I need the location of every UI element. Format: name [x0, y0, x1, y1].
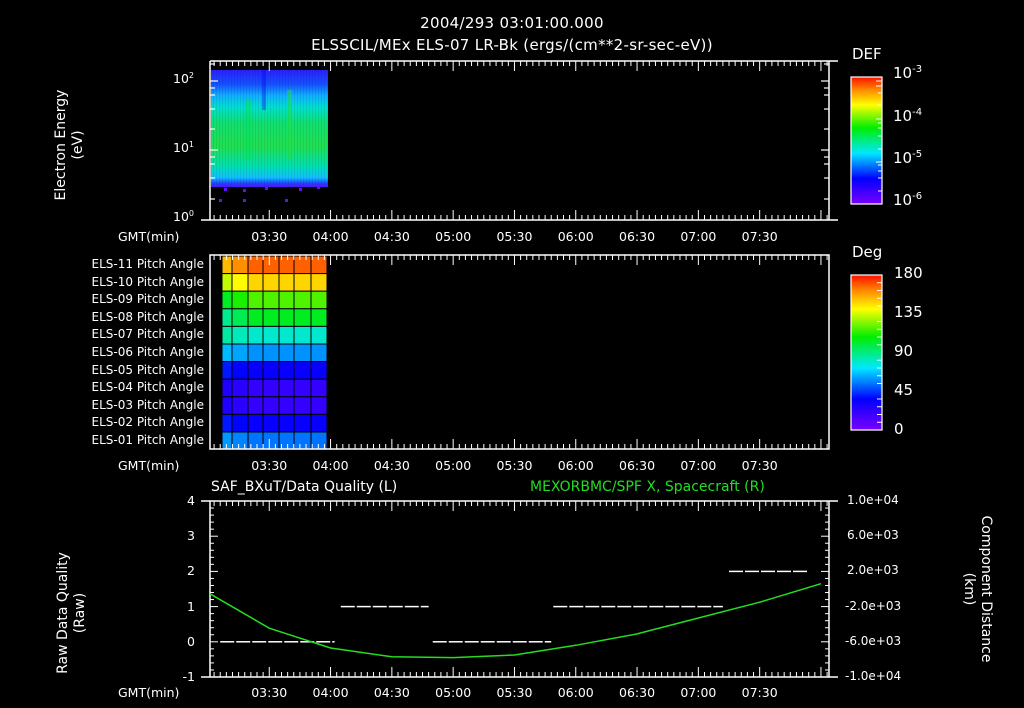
- time-tick-label: 03:30: [251, 229, 288, 244]
- pitch-angle-row-label: ELS-11 Pitch Angle: [91, 257, 204, 271]
- pitch-angle-row-label: ELS-01 Pitch Angle: [91, 433, 204, 447]
- panel1-spectrogram: [211, 70, 328, 202]
- quality-ytick-label: 4: [187, 493, 195, 508]
- time-tick-label: 04:00: [312, 685, 349, 700]
- quality-ytick-label: 2: [187, 563, 195, 579]
- distance-ytick-label: -1.0e+04: [845, 669, 902, 683]
- time-tick-label: 04:00: [312, 229, 349, 244]
- quality-ytick-label: 3: [187, 528, 195, 544]
- def-colorbar: [850, 76, 883, 205]
- time-tick-label: 04:00: [312, 458, 349, 473]
- deg-colorbar-title: Deg: [852, 243, 883, 261]
- time-tick-label: 05:30: [496, 229, 533, 244]
- instrument-title: ELSSCIL/MEx ELS-07 LR-Bk (ergs/(cm**2-sr…: [311, 36, 713, 54]
- time-tick-label: 07:30: [741, 685, 778, 700]
- deg-label-90: 90: [894, 342, 914, 360]
- panel2-xticks: [213, 255, 828, 449]
- pitch-angle-row-label: ELS-09 Pitch Angle: [91, 292, 204, 307]
- gmt-axis-label: GMT(min): [118, 685, 180, 700]
- def-label-1e-3: 10-3: [893, 64, 923, 82]
- time-tick-label: 05:00: [435, 458, 472, 473]
- time-tick-label: 06:30: [619, 229, 656, 244]
- deg-label-135: 135: [894, 303, 923, 321]
- time-tick-label: 07:00: [680, 458, 717, 473]
- pitch-angle-row-label: ELS-06 Pitch Angle: [91, 345, 204, 359]
- time-tick-label: 03:30: [251, 458, 288, 473]
- time-tick-label: 06:00: [557, 685, 594, 700]
- pitch-angle-row-label: ELS-07 Pitch Angle: [91, 327, 204, 342]
- time-tick-label: 05:30: [496, 685, 533, 700]
- spf-x-series: [209, 582, 822, 659]
- panel3-frame: [201, 500, 838, 678]
- def-label-1e-4: 10-4: [893, 107, 923, 125]
- deg-label-0: 0: [894, 420, 904, 438]
- quality-ytick-label: -1: [182, 669, 195, 684]
- gmt-axis-label: GMT(min): [118, 229, 180, 244]
- time-tick-label: 04:30: [373, 229, 410, 244]
- distance-ytick-label: 1.0e+04: [847, 493, 899, 507]
- def-label-1e-5: 10-5: [893, 149, 923, 167]
- time-tick-label: 06:30: [619, 685, 656, 700]
- datetime-title: 2004/293 03:01:00.000: [420, 14, 604, 32]
- time-tick-label: 07:00: [680, 685, 717, 700]
- quality-ytick-label: 1: [187, 598, 195, 614]
- time-tick-label: 07:30: [741, 458, 778, 473]
- pitch-angle-row-label: ELS-04 Pitch Angle: [91, 380, 204, 395]
- panel1-xticks: [213, 61, 828, 220]
- time-tick-label: 06:00: [557, 229, 594, 244]
- pitch-angle-row-label: ELS-10 Pitch Angle: [91, 274, 204, 289]
- time-tick-label: 05:00: [435, 685, 472, 700]
- time-tick-label: 04:30: [373, 458, 410, 473]
- time-tick-label: 06:00: [557, 458, 594, 473]
- gmt-axis-label: GMT(min): [118, 458, 180, 473]
- panel3-xticks: [213, 501, 828, 677]
- time-tick-label: 03:30: [251, 685, 288, 700]
- distance-ytick-label: -2.0e+03: [845, 598, 902, 613]
- pitch-angle-row-label: ELS-02 Pitch Angle: [91, 415, 204, 430]
- panel1-ytick-1: 100: [173, 209, 194, 225]
- deg-colorbar: [850, 274, 883, 431]
- pitch-angle-row-label: ELS-05 Pitch Angle: [91, 362, 204, 377]
- distance-ytick-label: 6.0e+03: [847, 528, 899, 543]
- data-quality-series: [220, 570, 808, 643]
- panel1-yticks: [210, 63, 829, 200]
- time-tick-label: 07:30: [741, 229, 778, 244]
- pitch-angle-row-label: ELS-03 Pitch Angle: [91, 397, 204, 412]
- pitch-angle-heatmap: [221, 255, 328, 451]
- def-label-1e-6: 10-6: [893, 191, 923, 209]
- distance-ytick-label: 2.0e+03: [847, 563, 899, 578]
- def-colorbar-title: DEF: [852, 45, 882, 63]
- time-tick-label: 04:30: [373, 685, 410, 700]
- time-tick-label: 05:30: [496, 458, 533, 473]
- deg-label-45: 45: [894, 381, 914, 399]
- panel1-ytick-10: 101: [173, 140, 194, 156]
- distance-ytick-label: -6.0e+03: [845, 633, 902, 648]
- panel3-left-title: SAF_BXuT/Data Quality (L): [211, 479, 398, 495]
- time-tick-label: 07:00: [680, 229, 717, 244]
- time-tick-label: 05:00: [435, 229, 472, 244]
- pitch-angle-row-label: ELS-08 Pitch Angle: [91, 309, 204, 324]
- quality-ytick-label: 0: [187, 633, 195, 649]
- panel3-right-title: MEXORBMC/SPF X, Spacecraft (R): [530, 479, 765, 495]
- deg-label-180: 180: [894, 264, 923, 282]
- time-tick-label: 06:30: [619, 458, 656, 473]
- panel3-yticks: [210, 500, 829, 678]
- panel1-ytick-100: 102: [173, 71, 194, 87]
- panel2-frame: [209, 254, 830, 450]
